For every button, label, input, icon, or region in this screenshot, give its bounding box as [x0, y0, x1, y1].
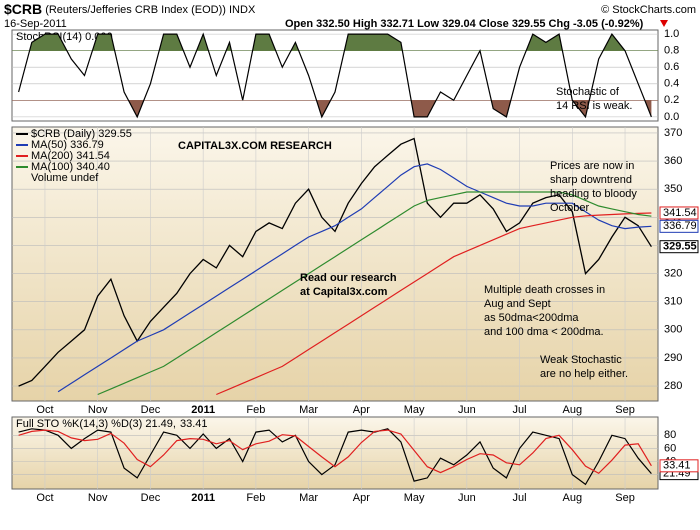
legend-label: $CRB (Daily) 329.55: [31, 128, 132, 140]
title-value: 33.41: [180, 418, 208, 430]
value-box: [659, 459, 699, 473]
y-tick-label: 0.0: [664, 111, 679, 123]
y-tick-label: 360: [664, 155, 682, 167]
y-tick-label: 80: [664, 429, 676, 441]
panel-title: Full STO %K(14,3) %D(3) 21.49,: [16, 418, 176, 430]
annotation: Prices are now in: [550, 160, 634, 172]
annotation: Multiple death crosses in: [484, 284, 605, 296]
value-box-label: 329.55: [663, 241, 697, 253]
x-tick-label: Feb: [246, 492, 265, 504]
x-tick-label: Dec: [141, 492, 161, 504]
annotation: Aug and Sept: [484, 298, 551, 310]
symbol: $CRB: [4, 1, 42, 17]
series-line: [18, 429, 652, 475]
y-tick-label: 370: [664, 127, 682, 139]
series-line: [18, 428, 652, 486]
annotation: Weak Stochastic: [540, 354, 622, 366]
value-box-label: 341.54: [663, 207, 697, 219]
y-tick-label: 1.0: [664, 28, 679, 40]
value-box-label: 33.41: [663, 460, 691, 472]
source: © StockCharts.com: [601, 4, 696, 16]
panel: [11, 416, 659, 490]
legend-label: MA(200) 341.54: [31, 150, 110, 162]
legend-label: MA(50) 336.79: [31, 139, 104, 151]
x-tick-label: Dec: [141, 404, 161, 416]
x-tick-label: Aug: [563, 404, 583, 416]
x-tick-label: Jun: [458, 492, 476, 504]
x-tick-label: Oct: [36, 492, 53, 504]
index-name: (Reuters/Jefferies CRB Index (EOD)): [45, 4, 226, 16]
annotation: as 50dma<200dma: [484, 312, 579, 324]
series-line: [216, 212, 652, 396]
x-tick-label: Nov: [88, 404, 108, 416]
x-tick-label: Jul: [513, 492, 527, 504]
x-tick-label: May: [404, 492, 425, 504]
x-tick-label: Apr: [353, 404, 370, 416]
x-tick-label: Mar: [299, 404, 318, 416]
annotation: and 100 dma < 200dma.: [484, 326, 604, 338]
x-tick-label: 2011: [191, 404, 215, 416]
x-tick-label: 2011: [191, 492, 215, 504]
y-tick-label: 320: [664, 267, 682, 279]
annotation: are no help either.: [540, 368, 628, 380]
value-box: [659, 206, 699, 220]
annotation: Read our research: [300, 272, 397, 284]
x-tick-label: Jul: [513, 404, 527, 416]
y-tick-label: 350: [664, 183, 682, 195]
stoch-line: [18, 32, 652, 119]
annotation: CAPITAL3X.COM RESEARCH: [178, 140, 332, 152]
y-tick-label: 0.6: [664, 61, 679, 73]
x-tick-label: Mar: [299, 492, 318, 504]
series-line: [57, 163, 652, 393]
date: 16-Sep-2011: [4, 18, 67, 30]
value-box: [659, 219, 699, 233]
annotation: Stochastic of: [556, 86, 620, 98]
y-tick-label: 0.4: [664, 78, 679, 90]
x-tick-label: Oct: [36, 404, 53, 416]
x-tick-label: Jun: [458, 404, 476, 416]
x-tick-label: Sep: [615, 492, 635, 504]
y-tick-label: 290: [664, 352, 682, 364]
y-tick-label: 310: [664, 296, 682, 308]
value-box-label: 336.79: [663, 220, 697, 232]
y-tick-label: 60: [664, 442, 676, 454]
y-tick-label: 0.8: [664, 45, 679, 57]
x-tick-label: Feb: [246, 404, 265, 416]
y-tick-label: 0.2: [664, 94, 679, 106]
annotation: at Capital3x.com: [300, 286, 388, 298]
panel: [11, 126, 659, 402]
chart-header: $CRB (Reuters/Jefferies CRB Index (EOD))…: [4, 1, 256, 17]
exchange: INDX: [229, 4, 256, 16]
annotation: 14 RSI is weak.: [556, 100, 632, 112]
legend-label: MA(100) 340.40: [31, 161, 110, 173]
x-tick-label: Sep: [615, 404, 635, 416]
series-line: [97, 191, 652, 396]
annotation: sharp downtrend: [550, 174, 632, 186]
annotation: heading to bloody: [550, 188, 637, 200]
annotation: October: [550, 202, 589, 214]
x-tick-label: May: [404, 404, 425, 416]
y-tick-label: 300: [664, 324, 682, 336]
down-arrow: [660, 20, 668, 27]
x-tick-label: Aug: [563, 492, 583, 504]
quote: Open 332.50 High 332.71 Low 329.04 Close…: [285, 18, 644, 30]
value-box: [659, 240, 699, 254]
legend-label: Volume undef: [31, 172, 99, 184]
x-tick-label: Apr: [353, 492, 370, 504]
series-line: [18, 137, 652, 387]
y-tick-label: 280: [664, 380, 682, 392]
x-tick-label: Nov: [88, 492, 108, 504]
